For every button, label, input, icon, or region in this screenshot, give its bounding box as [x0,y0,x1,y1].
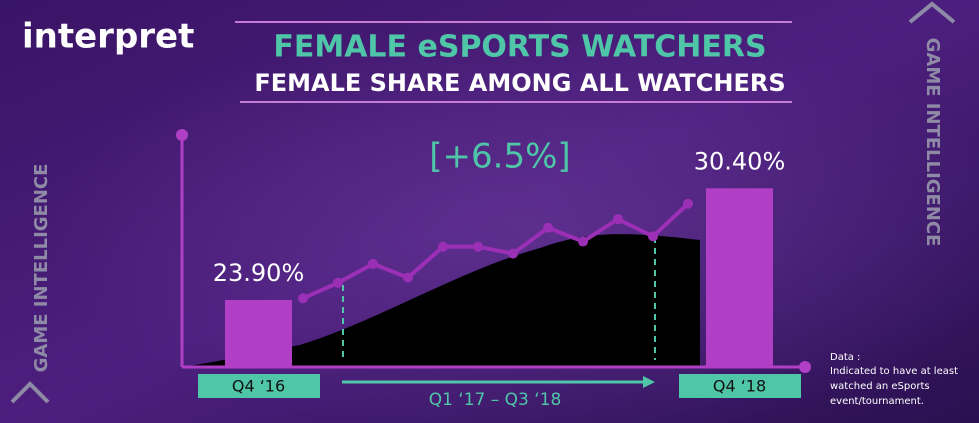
note-line: watched an eSports [830,381,930,392]
trend-point [298,293,308,304]
note-line: Data : [830,352,860,363]
trend-point [613,214,623,225]
trend-point [368,258,378,269]
chart-title: FEMALE eSPORTS WATCHERS [273,30,766,65]
trend-point [403,272,413,283]
arrow-icon [908,1,956,24]
side-label: GAME INTELLIGENCE [922,38,943,247]
period-arrowhead [643,376,655,388]
brand: interpret [22,17,194,57]
arrow-icon [10,381,50,404]
chart-subtitle: FEMALE SHARE AMONG ALL WATCHERS [254,69,785,97]
annotation: [+6.5%] [429,137,570,177]
x-tick-label: Q4 ‘18 [713,377,766,396]
x-tick-label: Q4 ‘16 [232,377,285,396]
category-box [679,374,801,398]
bar [225,299,292,367]
trend-point [473,241,483,252]
data-label: 23.90% [213,259,305,287]
trend-point [333,277,343,288]
trend-point [578,236,588,247]
axis-end [176,129,188,141]
bar [706,188,773,367]
trend-point [648,231,658,242]
background-area [182,234,700,367]
axis-end [799,361,811,373]
period-label: Q1 ‘17 – Q3 ‘18 [429,390,562,410]
side-label: GAME INTELLIGENCE [31,164,52,373]
trend-point [683,198,693,209]
trend-point [438,241,448,252]
data-label: 30.40% [694,147,786,175]
category-box [198,374,320,398]
note-line: Indicated to have at least [830,366,958,377]
trend-point [508,248,518,259]
trend-point [543,222,553,233]
note-line: event/tournament. [830,396,924,407]
trend-line [302,202,690,301]
